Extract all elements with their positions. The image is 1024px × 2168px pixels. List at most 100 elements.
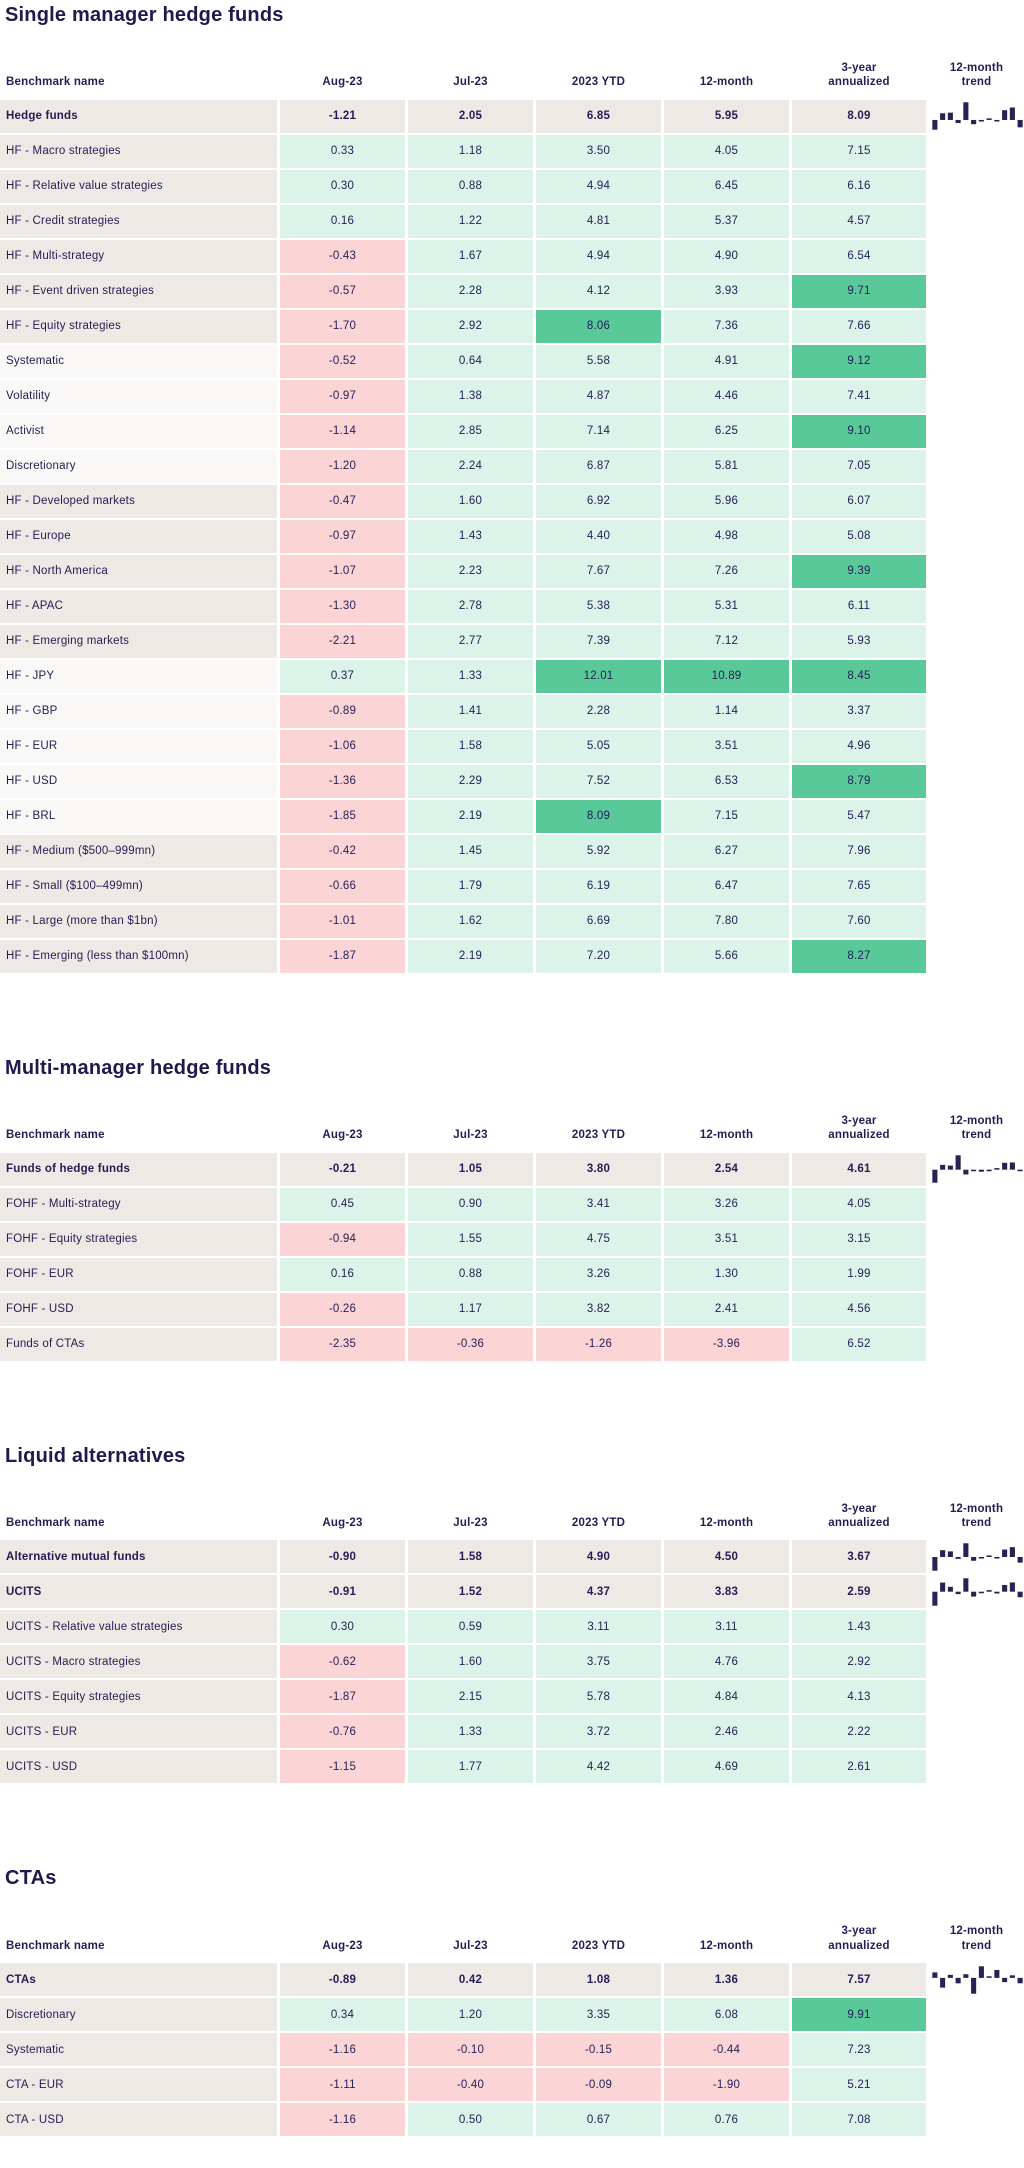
value-cell: 1.77 xyxy=(408,1750,533,1784)
benchmark-name-cell: HF - Emerging markets xyxy=(0,624,277,658)
value-cell: -3.96 xyxy=(664,1327,789,1361)
value-cell: -0.26 xyxy=(280,1292,405,1326)
value-cell: 0.16 xyxy=(280,204,405,238)
column-header: 3-year annualized xyxy=(828,1502,890,1529)
benchmark-name-cell: UCITS - USD xyxy=(0,1750,277,1784)
trend-cell-empty xyxy=(929,485,1024,518)
value-cell: 3.67 xyxy=(792,1540,926,1574)
section-multi-manager-hedge-funds: Multi-manager hedge funds Benchmark name… xyxy=(0,1057,1024,1361)
value-cell: 9.12 xyxy=(792,344,926,378)
value-cell: 6.52 xyxy=(792,1327,926,1361)
benchmark-name-cell: UCITS - Macro strategies xyxy=(0,1645,277,1679)
column-header: Aug-23 xyxy=(322,76,363,89)
trend-sparkline xyxy=(929,1540,1024,1573)
value-cell: 3.72 xyxy=(536,1715,661,1749)
value-cell: -1.87 xyxy=(280,1680,405,1714)
trend-cell-empty xyxy=(929,625,1024,658)
value-cell: -0.21 xyxy=(280,1152,405,1186)
trend-cell-empty xyxy=(929,905,1024,938)
table-row: HF - Emerging markets -2.21 2.77 7.39 7.12 5.… xyxy=(0,624,1024,658)
trend-cell-empty xyxy=(929,2033,1024,2066)
value-cell: -0.09 xyxy=(536,2068,661,2101)
table-row: HF - Large (more than $1bn) -1.01 1.62 6.69… xyxy=(0,904,1024,938)
trend-cell-empty xyxy=(929,1293,1024,1326)
value-cell: -1.07 xyxy=(280,554,405,588)
trend-cell-empty xyxy=(929,450,1024,483)
value-cell: 1.41 xyxy=(408,694,533,728)
value-cell: -0.52 xyxy=(280,344,405,378)
value-cell: 5.21 xyxy=(792,2068,926,2101)
section-ctas: CTAs Benchmark name Aug-23 Jul-23 2023 YTD 1… xyxy=(0,1867,1024,2136)
table-header-row: Benchmark name Aug-23 Jul-23 2023 YTD 12-mon… xyxy=(0,1502,1024,1533)
value-cell: 7.14 xyxy=(536,414,661,448)
value-cell: -1.11 xyxy=(280,2068,405,2101)
value-cell: 3.83 xyxy=(664,1575,789,1609)
value-cell: 4.12 xyxy=(536,274,661,308)
column-header: 12-month xyxy=(699,1516,754,1529)
value-cell: -0.66 xyxy=(280,869,405,903)
table-row: FOHF - USD -0.26 1.17 3.82 2.41 4.56 xyxy=(0,1292,1024,1326)
value-cell: 2.28 xyxy=(408,274,533,308)
value-cell: 4.75 xyxy=(536,1222,661,1256)
trend-cell-empty xyxy=(929,1645,1024,1678)
value-cell: -0.91 xyxy=(280,1575,405,1609)
table-row: UCITS - Macro strategies -0.62 1.60 3.75 4.7… xyxy=(0,1645,1024,1679)
benchmark-name-cell: Funds of hedge funds xyxy=(0,1152,277,1186)
benchmark-name-cell: Discretionary xyxy=(0,1998,277,2031)
trend-cell-empty xyxy=(929,940,1024,973)
value-cell: 3.26 xyxy=(664,1187,789,1221)
benchmark-name-cell: HF - Developed markets xyxy=(0,484,277,518)
value-cell: -1.26 xyxy=(536,1327,661,1361)
column-header: 12-month trend xyxy=(949,1925,1004,1952)
value-cell: -1.70 xyxy=(280,309,405,343)
value-cell: 2.85 xyxy=(408,414,533,448)
value-cell: 2.78 xyxy=(408,589,533,623)
value-cell: -0.89 xyxy=(280,1963,405,1996)
value-cell: 2.46 xyxy=(664,1715,789,1749)
column-header: 12-month xyxy=(699,1129,754,1142)
value-cell: -0.42 xyxy=(280,834,405,868)
value-cell: 7.66 xyxy=(792,309,926,343)
value-cell: 1.55 xyxy=(408,1222,533,1256)
value-cell: -0.76 xyxy=(280,1715,405,1749)
benchmark-name-cell: HF - JPY xyxy=(0,659,277,693)
column-header: 3-year annualized xyxy=(828,1114,890,1142)
value-cell: 6.19 xyxy=(536,869,661,903)
trend-cell-empty xyxy=(929,835,1024,868)
value-cell: 3.51 xyxy=(664,1222,789,1256)
column-header: Benchmark name xyxy=(6,76,105,89)
column-header: 12-month trend xyxy=(949,62,1004,89)
value-cell: 4.61 xyxy=(792,1152,926,1186)
value-cell: 3.41 xyxy=(536,1187,661,1221)
benchmark-name-cell: HF - Multi-strategy xyxy=(0,239,277,273)
value-cell: 3.15 xyxy=(792,1222,926,1256)
benchmark-name-cell: HF - Credit strategies xyxy=(0,204,277,238)
value-cell: 1.45 xyxy=(408,834,533,868)
value-cell: -1.87 xyxy=(280,939,405,973)
value-cell: 7.80 xyxy=(664,904,789,938)
benchmark-name-cell: Discretionary xyxy=(0,449,277,483)
benchmark-name-cell: HF - APAC xyxy=(0,589,277,623)
value-cell: 7.12 xyxy=(664,624,789,658)
table-row: CTAs -0.89 0.42 1.08 1.36 7.57 xyxy=(0,1963,1024,1996)
table-row: HF - Developed markets -0.47 1.60 6.92 5.96 6… xyxy=(0,484,1024,518)
value-cell: 4.81 xyxy=(536,204,661,238)
value-cell: 1.67 xyxy=(408,239,533,273)
benchmark-name-cell: CTA - EUR xyxy=(0,2068,277,2101)
table-body: Alternative mutual funds -0.90 1.58 4.90 4.5… xyxy=(0,1540,1024,1784)
value-cell: 0.64 xyxy=(408,344,533,378)
value-cell: 7.67 xyxy=(536,554,661,588)
trend-cell-empty xyxy=(929,205,1024,238)
column-header: Jul-23 xyxy=(453,1516,488,1529)
value-cell: 1.18 xyxy=(408,134,533,168)
benchmark-name-cell: HF - Relative value strategies xyxy=(0,169,277,203)
benchmark-name-cell: HF - Equity strategies xyxy=(0,309,277,343)
value-cell: 6.08 xyxy=(664,1998,789,2031)
table-row: HF - Emerging (less than $100mn) -1.87 2.1… xyxy=(0,939,1024,973)
table-row: HF - BRL -1.85 2.19 8.09 7.15 5.47 xyxy=(0,799,1024,833)
table-row: HF - North America -1.07 2.23 7.67 7.26 9.39 xyxy=(0,554,1024,588)
trend-sparkline xyxy=(929,1963,1024,1996)
value-cell: 3.80 xyxy=(536,1152,661,1186)
value-cell: 5.93 xyxy=(792,624,926,658)
